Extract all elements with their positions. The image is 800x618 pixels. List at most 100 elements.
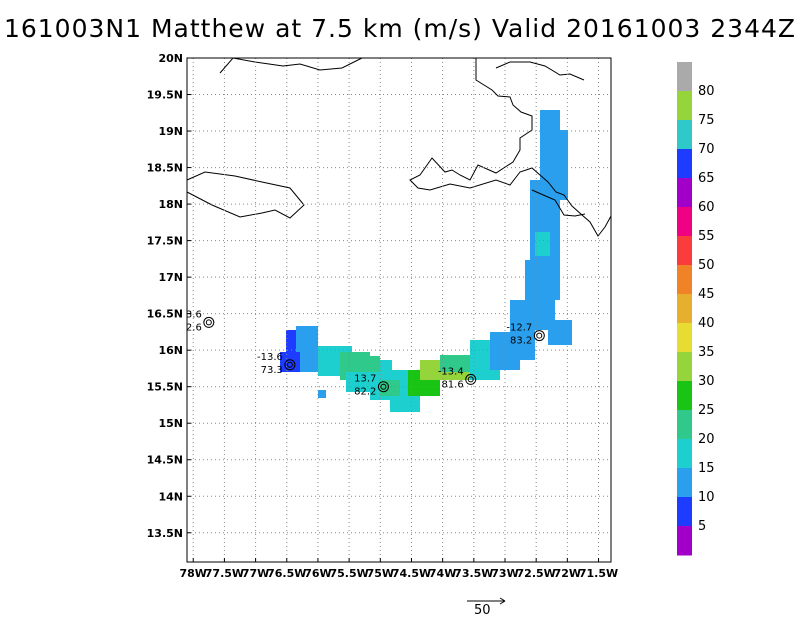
colorbar-swatch [677,149,692,179]
wind-swath [280,110,572,412]
lon-tick-label: 76W [304,567,331,580]
colorbar-swatch [677,265,692,295]
storm-center-inner-icon [286,361,293,368]
colorbar-label: 70 [698,142,715,157]
storm-label-top: -12.7 [506,323,532,334]
swath-cell [380,380,400,396]
lon-tick-label: 77W [242,567,269,580]
lon-tick-label: 74.5W [392,567,431,580]
colorbar-swatch [677,526,692,556]
swath-cell [345,356,380,372]
storm-label-top: -13.4 [438,366,464,377]
storm-label-bottom: 73.3 [261,365,283,376]
colorbar-swatch [677,120,692,150]
lon-tick-label: 73.5W [454,567,493,580]
lat-tick-label: 18.5N [147,162,183,175]
storm-center-inner-icon [380,383,387,390]
scale-label: 50 [474,603,491,618]
lon-tick-label: 74W [429,567,456,580]
storm-label-bottom: 82.2 [354,387,376,398]
lat-tick-label: 17N [158,271,183,284]
storm-centers: 3.6 2.6 -13.6 73.3 13.7 82.2 -13.4 81.6 -12.7 83.… [186,309,545,398]
lat-tick-label: 13.5N [147,527,183,540]
lat-tick-label: 14N [158,490,183,503]
lon-tick-label: 71.5W [579,567,618,580]
storm-center-icon [533,330,545,342]
storm-label-top: 13.7 [354,374,376,385]
swath-cell [318,390,326,398]
colorbar-swatch [677,410,692,440]
colorbar-label: 30 [698,374,715,389]
colorbar-label: 15 [698,461,715,476]
lon-tick-label: 75.5W [329,567,368,580]
lon-tick-label: 75W [367,567,394,580]
colorbar-label: 65 [698,171,715,186]
lat-tick-label: 20N [158,52,183,65]
storm-center-icon [465,373,477,385]
coastline [531,189,586,217]
lat-tick-label: 14.5N [147,454,183,467]
coastline [186,171,305,219]
lon-tick-label: 72.5W [517,567,556,580]
colorbar-label: 5 [698,519,706,534]
axis-ticks: 78W77.5W77W76.5W76W75.5W75W74.5W74W73.5W… [147,52,619,580]
swath-cell [296,326,318,372]
storm-label-bottom: 81.6 [441,379,463,390]
storm-center-icon [284,359,296,371]
colorbar-swatch [677,323,692,353]
colorbar-label: 20 [698,432,715,447]
colorbar-label: 25 [698,403,715,418]
lat-tick-label: 16.5N [147,308,183,321]
storm-center-inner-icon [467,376,474,383]
colorbar-label: 50 [698,258,715,273]
colorbar-swatch [677,468,692,498]
storm-label-bottom: 83.2 [510,336,532,347]
colorbar-label: 10 [698,490,715,505]
colorbar-label: 35 [698,345,715,360]
swath-cell [540,130,568,200]
storm-center-icon [377,381,389,393]
colorbar-swatch [677,381,692,411]
lat-tick-label: 15.5N [147,381,183,394]
colorbar-label: 55 [698,229,715,244]
coastline [495,61,585,81]
lat-lon-grid [187,57,611,562]
plot-title: 161003N1 Matthew at 7.5 km (m/s) Valid 2… [3,14,797,43]
coastline [219,57,363,74]
storm-center-inner-icon [205,319,212,326]
storm-center-inner-icon [536,332,543,339]
map-frame [186,57,612,563]
colorbar-swatch [677,91,692,121]
swath-cell [540,110,560,140]
lon-tick-label: 78W [180,567,207,580]
vector-scale: 50 [467,597,506,618]
colorbar-label: 45 [698,287,715,302]
lat-tick-label: 16N [158,344,183,357]
coastline [409,58,612,237]
map-border [186,57,612,563]
lat-tick-label: 17.5N [147,235,183,248]
swath-cell [535,232,550,256]
colorbar: 5 10 15 20 25 30 35 40 45 50 55 60 65 70 75 80 [677,62,715,556]
lat-tick-label: 18N [158,198,183,211]
lon-tick-label: 72W [554,567,581,580]
colorbar-swatch [677,236,692,266]
storm-label-top: -13.6 [257,352,283,363]
lon-tick-label: 77.5W [205,567,244,580]
lon-tick-label: 73W [491,567,518,580]
coastlines [186,57,612,237]
colorbar-swatch [677,352,692,382]
swath-cell [548,320,572,345]
storm-center-icon [203,316,215,328]
colorbar-swatch [677,178,692,208]
scale-arrowhead-icon [499,597,506,605]
storm-label-bottom: 2.6 [186,322,202,333]
colorbar-label: 80 [698,84,715,99]
lon-tick-label: 76.5W [267,567,306,580]
storm-label-top: 3.6 [186,309,202,320]
colorbar-swatch [677,497,692,527]
lat-tick-label: 19.5N [147,89,183,102]
colorbar-label: 75 [698,113,715,128]
lat-tick-label: 15N [158,417,183,430]
colorbar-label: 40 [698,316,715,331]
